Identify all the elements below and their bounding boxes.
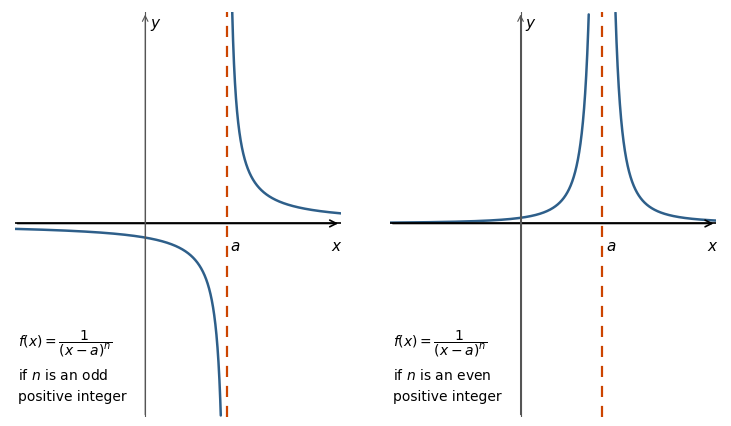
Text: y: y — [150, 16, 159, 31]
Text: y: y — [526, 16, 534, 31]
Text: a: a — [606, 238, 616, 253]
Text: $f(x) = \dfrac{1}{(x-a)^n}$
if $n$ is an even
positive integer: $f(x) = \dfrac{1}{(x-a)^n}$ if $n$ is an… — [393, 328, 502, 403]
Text: $f(x) = \dfrac{1}{(x-a)^n}$
if $n$ is an odd
positive integer: $f(x) = \dfrac{1}{(x-a)^n}$ if $n$ is an… — [18, 328, 126, 403]
Text: x: x — [707, 238, 716, 253]
Text: x: x — [332, 238, 341, 253]
Text: a: a — [231, 238, 240, 253]
